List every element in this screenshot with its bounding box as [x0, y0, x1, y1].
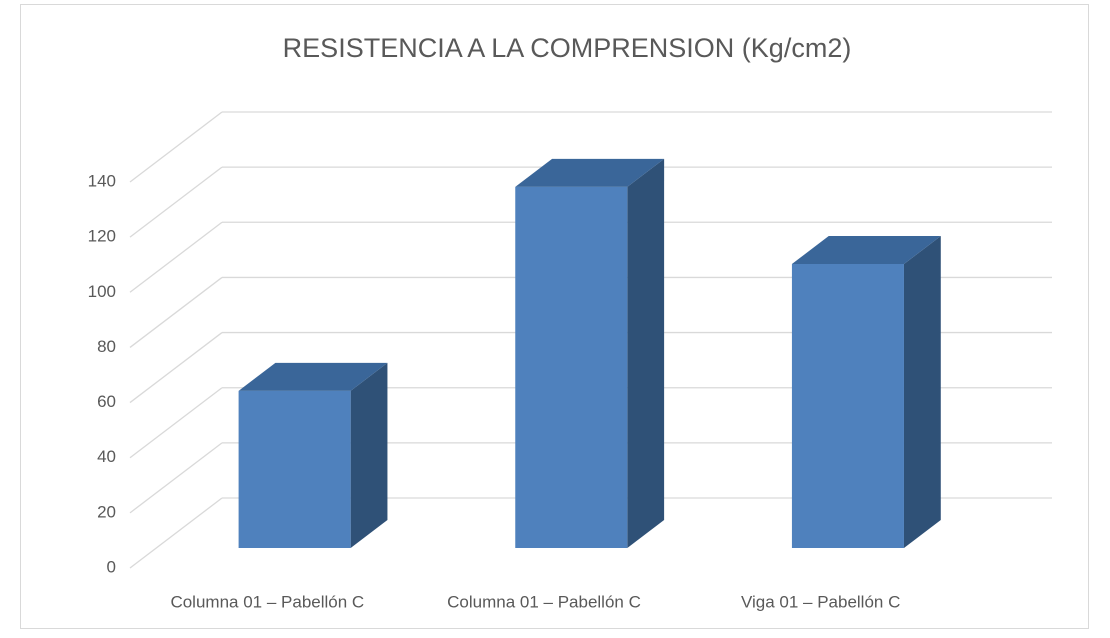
y-tick-label: 100 — [88, 282, 116, 301]
side-grid-line — [129, 497, 223, 569]
y-tick-label: 20 — [97, 502, 116, 521]
bar-front — [515, 186, 628, 549]
y-tick-label: 60 — [97, 392, 116, 411]
bar — [515, 158, 665, 549]
bar-side — [903, 236, 941, 548]
bar-top — [791, 236, 941, 265]
x-tick-label: Viga 01 – Pabellón C — [741, 592, 900, 611]
side-grid-line — [129, 166, 223, 238]
chart-title: RESISTENCIA A LA COMPRENSION (Kg/cm2) — [283, 33, 852, 63]
bar — [791, 236, 941, 548]
y-tick-label: 80 — [97, 337, 116, 356]
bar-top — [238, 362, 388, 391]
side-grid-line — [129, 276, 223, 348]
side-grid-line — [129, 387, 223, 459]
side-grid-line — [129, 111, 223, 183]
y-tick-label: 40 — [97, 447, 116, 466]
bar-top — [515, 158, 665, 187]
x-tick-label: Columna 01 – Pabellón C — [447, 592, 641, 611]
y-tick-label: 120 — [88, 227, 116, 246]
y-tick-label: 0 — [107, 557, 116, 576]
bar-side — [350, 362, 388, 548]
x-tick-label: Columna 01 – Pabellón C — [170, 592, 364, 611]
bar — [238, 362, 388, 548]
bar-side — [627, 158, 665, 549]
bar-front — [238, 390, 351, 548]
side-grid-line — [129, 332, 223, 404]
side-grid-line — [129, 221, 223, 293]
bar-front — [791, 264, 904, 548]
side-grid-line — [129, 442, 223, 514]
y-tick-label: 140 — [88, 171, 116, 190]
